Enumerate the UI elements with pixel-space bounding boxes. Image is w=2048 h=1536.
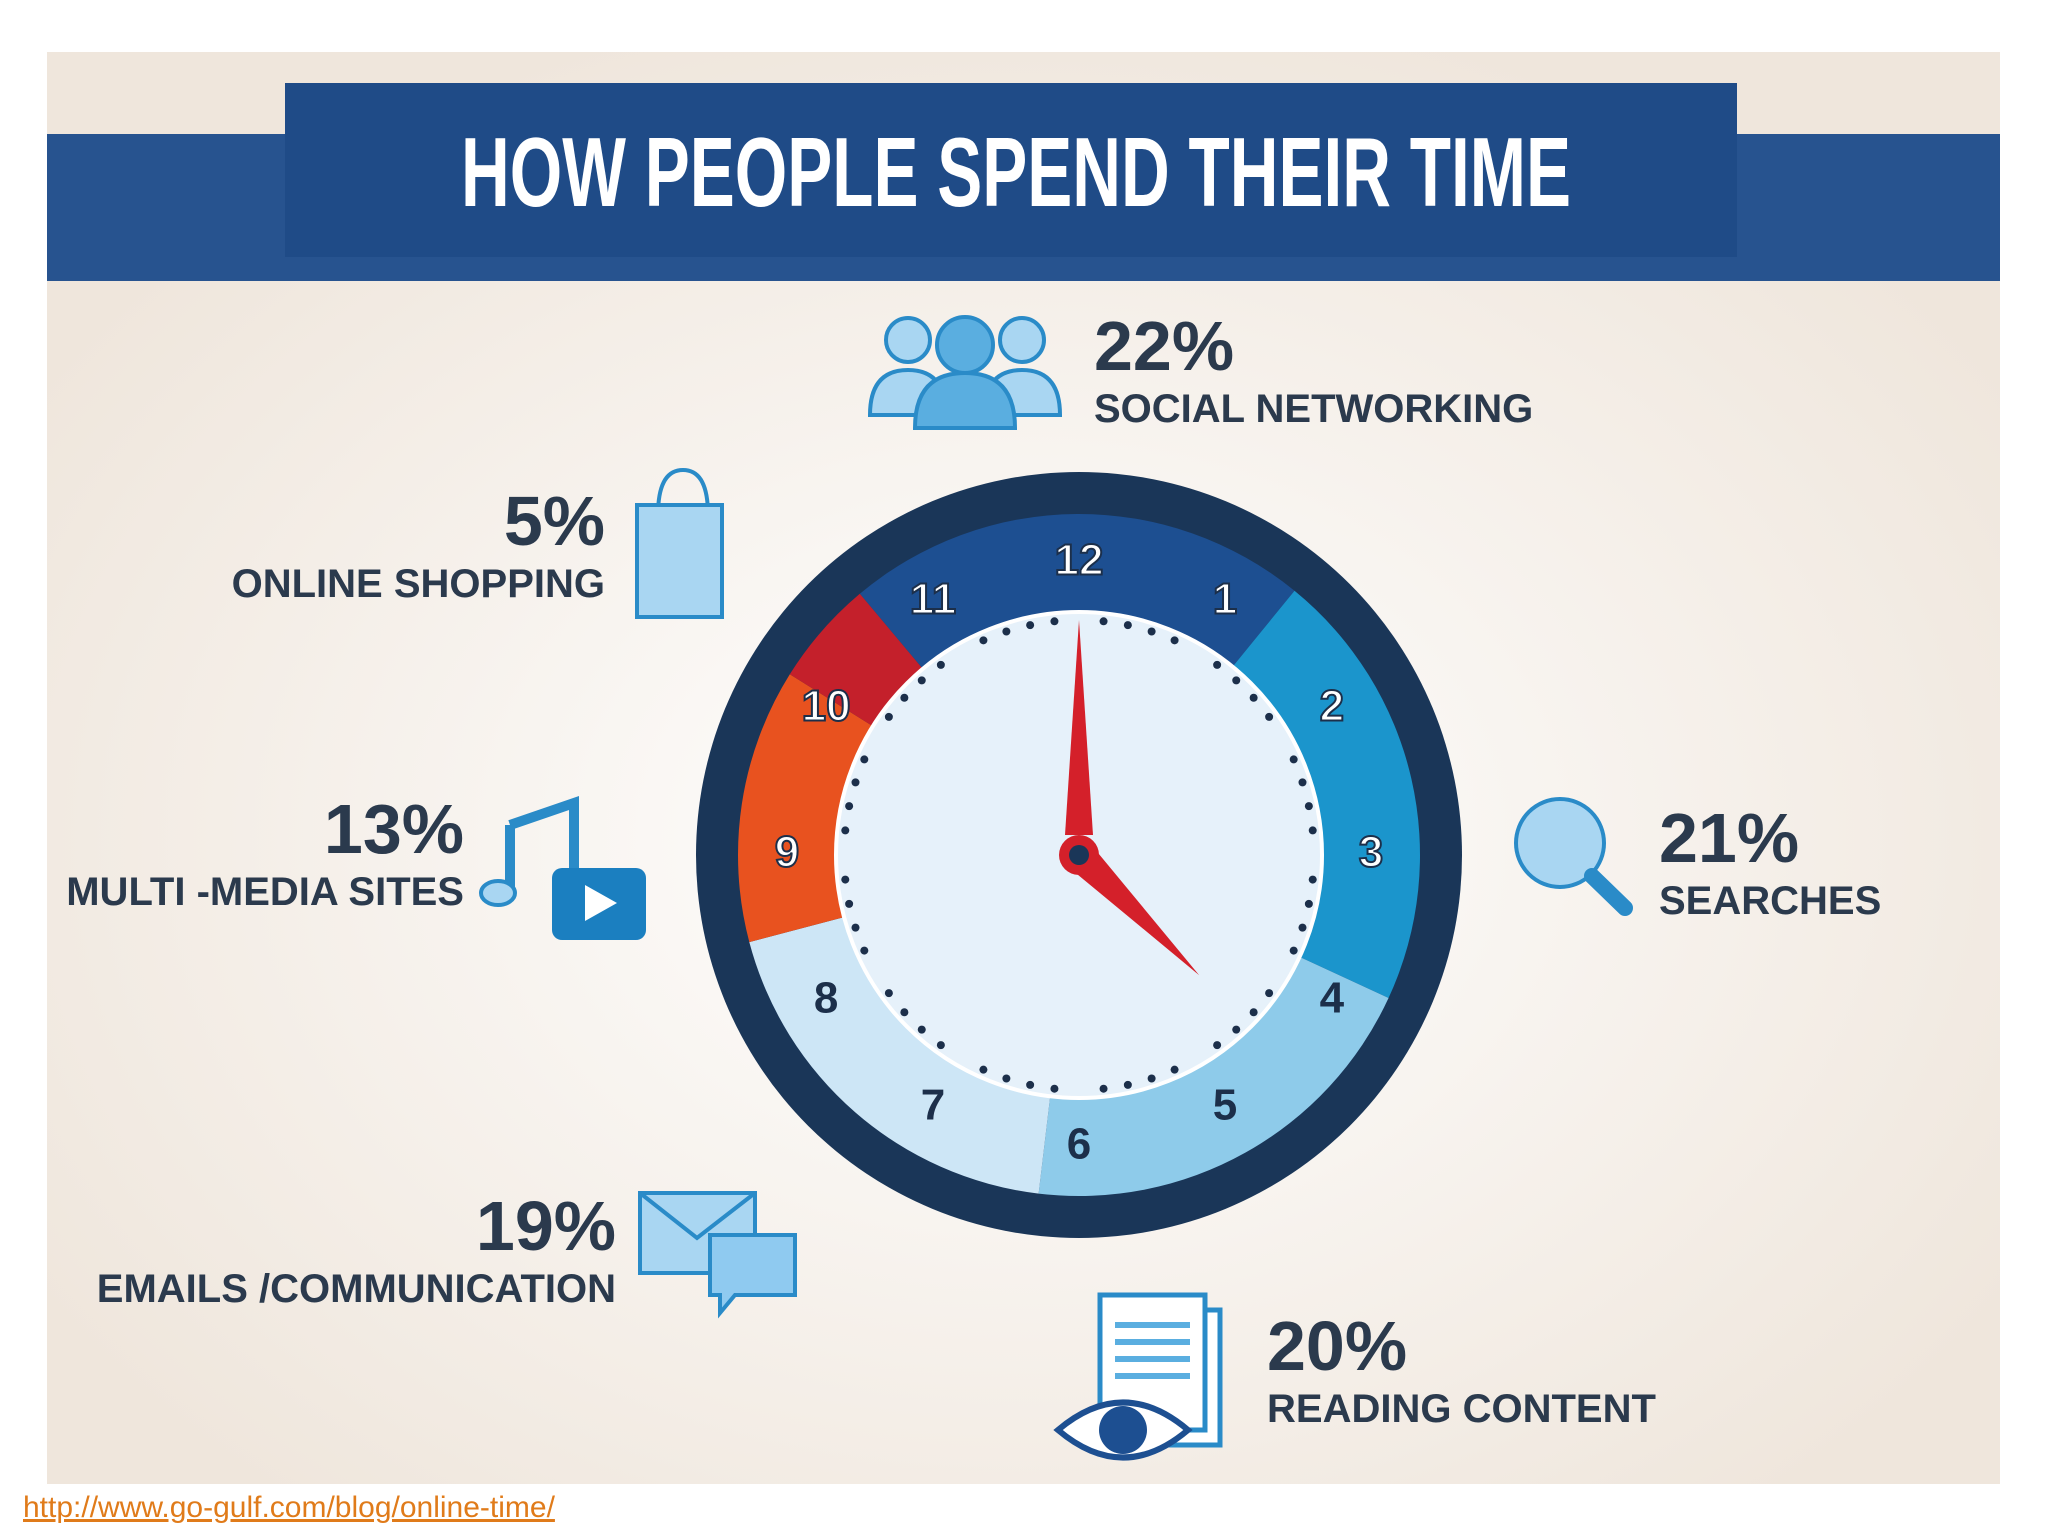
- people-icon: [867, 315, 1063, 430]
- category-label: ONLINE SHOPPING: [232, 562, 605, 606]
- dial-number: 2: [1320, 682, 1344, 731]
- minute-dot: [851, 778, 860, 787]
- dial-number: 6: [1067, 1120, 1091, 1169]
- category-label: SOCIAL NETWORKING: [1094, 387, 1533, 431]
- minute-dot: [884, 989, 893, 998]
- category-label: MULTI -MEDIA SITES: [66, 870, 464, 914]
- minute-dot: [1099, 617, 1108, 626]
- minute-dot: [1026, 621, 1035, 630]
- minute-dot: [1308, 875, 1317, 884]
- minute-dot: [900, 693, 909, 702]
- category-label: SEARCHES: [1659, 879, 1881, 923]
- minute-hand: [1065, 620, 1093, 835]
- slice: [749, 917, 1051, 1194]
- minute-dot: [1170, 1065, 1179, 1074]
- dial-number: 8: [814, 974, 838, 1023]
- dial-number: 5: [1213, 1081, 1237, 1130]
- minute-dot: [936, 660, 945, 669]
- value-label: 5%: [504, 482, 605, 560]
- minute-dot: [1147, 1074, 1156, 1083]
- minute-dot: [1050, 617, 1059, 626]
- mail-icon: [638, 1191, 797, 1319]
- minute-dot: [1213, 660, 1222, 669]
- minute-dot: [1213, 1041, 1222, 1050]
- category-label: READING CONTENT: [1267, 1387, 1656, 1431]
- minute-dot: [841, 826, 850, 835]
- minute-dot: [1249, 1008, 1258, 1017]
- dial-number: 11: [910, 575, 957, 624]
- minute-dot: [979, 636, 988, 645]
- dial-number: 4: [1320, 974, 1345, 1023]
- media-icon: [479, 795, 646, 940]
- minute-dot: [1298, 778, 1307, 787]
- minute-dot: [1026, 1080, 1035, 1089]
- minute-dot: [917, 1025, 926, 1034]
- minute-dot: [1002, 627, 1011, 636]
- minute-dot: [1123, 621, 1132, 630]
- slice: [1232, 590, 1420, 999]
- slice: [738, 674, 873, 943]
- value-label: 19%: [476, 1187, 616, 1265]
- minute-dot: [1050, 1084, 1059, 1093]
- minute-dot: [860, 755, 869, 764]
- dial-number: 10: [802, 682, 851, 731]
- hour-hand: [1067, 843, 1200, 976]
- value-label: 21%: [1659, 799, 1799, 877]
- minute-dot: [936, 1041, 945, 1050]
- minute-dot: [1304, 899, 1313, 908]
- dial-number: 7: [921, 1081, 945, 1130]
- slice: [859, 514, 1295, 669]
- magnifier-icon: [1514, 797, 1633, 916]
- minute-dot: [845, 802, 854, 811]
- minute-dot: [1232, 1025, 1241, 1034]
- minute-dot: [1232, 676, 1241, 685]
- minute-dot: [917, 676, 926, 685]
- minute-dot: [1249, 693, 1258, 702]
- dial-number: 1: [1213, 575, 1237, 624]
- dial-number: 12: [1055, 536, 1104, 585]
- chart-title: HOW PEOPLE SPEND THEIR TIME: [461, 117, 1571, 227]
- minute-dot: [979, 1065, 988, 1074]
- value-label: 20%: [1267, 1307, 1407, 1385]
- dial-number: 3: [1359, 828, 1383, 877]
- value-label: 22%: [1094, 307, 1234, 385]
- minute-dot: [851, 923, 860, 932]
- bag-icon: [635, 467, 724, 619]
- source-link[interactable]: http://www.go-gulf.com/blog/online-time/: [23, 1491, 556, 1524]
- minute-dot: [1099, 1084, 1108, 1093]
- minute-dot: [841, 875, 850, 884]
- minute-dot: [1002, 1074, 1011, 1083]
- minute-dot: [845, 899, 854, 908]
- minute-dot: [1289, 755, 1298, 764]
- minute-dot: [1170, 636, 1179, 645]
- minute-dot: [1304, 802, 1313, 811]
- document-icon: [1053, 1292, 1223, 1461]
- source-link-text[interactable]: http://www.go-gulf.com/blog/online-time/: [23, 1491, 556, 1524]
- value-label: 13%: [324, 790, 464, 868]
- minute-dot: [1298, 923, 1307, 932]
- category-label: EMAILS /COMMUNICATION: [97, 1267, 616, 1311]
- slice: [789, 593, 923, 727]
- minute-dot: [1289, 946, 1298, 955]
- minute-dot: [1265, 989, 1274, 998]
- slice: [1038, 956, 1389, 1196]
- hand-pin: [1069, 845, 1089, 865]
- minute-dot: [1265, 712, 1274, 721]
- minute-dot: [1308, 826, 1317, 835]
- minute-dot: [900, 1008, 909, 1017]
- minute-dot: [1147, 627, 1156, 636]
- minute-dot: [884, 712, 893, 721]
- title-box: [285, 83, 1737, 257]
- minute-dot: [860, 946, 869, 955]
- dial-number: 9: [775, 828, 799, 877]
- minute-dot: [1123, 1080, 1132, 1089]
